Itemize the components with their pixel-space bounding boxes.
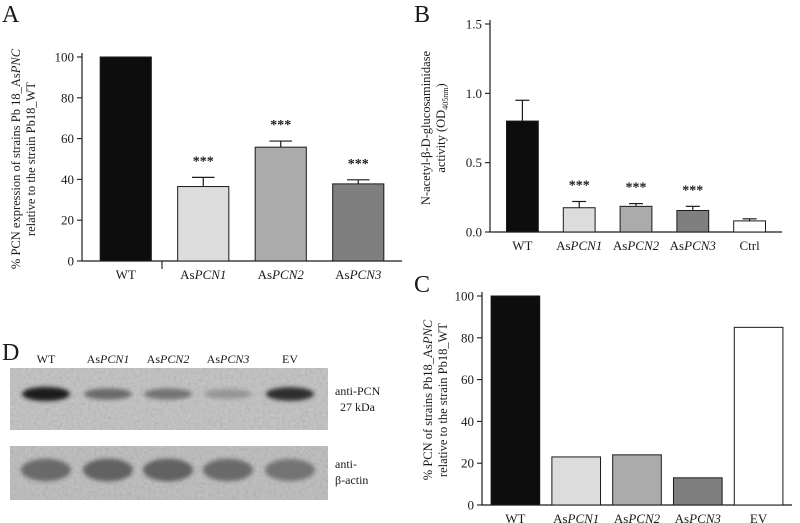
- significance-label: ***: [682, 183, 703, 198]
- pcn-band: [266, 387, 314, 401]
- x-tick-label: AsPCN3: [335, 267, 382, 282]
- bar-wt: [99, 56, 152, 262]
- y-tick-label: 20: [61, 213, 74, 228]
- blot-label-beta-actin: β-actin: [335, 473, 368, 487]
- bar-aspcn2: [254, 146, 307, 262]
- x-tick-label: AsPCN1: [553, 511, 599, 523]
- blot-lane-labels: WT AsPCN1 AsPCN2 AsPCN3 EV: [37, 352, 299, 366]
- actin-band: [143, 458, 193, 482]
- panel-letter-a: A: [2, 2, 20, 28]
- y-tick-label: 60: [461, 372, 474, 387]
- y-axis-label-line2: relative to the strain Pb18_WT: [24, 82, 38, 236]
- significance-label: ***: [569, 178, 590, 193]
- x-tick-label: WT: [116, 267, 136, 282]
- significance-label: ***: [348, 157, 369, 172]
- bar-aspcn1: [551, 456, 602, 506]
- y-tick-label: 20: [461, 456, 474, 471]
- blot-bands-actin: [21, 458, 315, 482]
- actin-band: [21, 458, 71, 482]
- actin-band: [265, 459, 315, 481]
- x-tick-label: AsPCN1: [180, 267, 226, 282]
- x-tick-label: WT: [512, 238, 532, 253]
- x-tick-label: AsPCN1: [556, 238, 602, 253]
- y-tick-label: 80: [61, 90, 74, 105]
- y-axis-label-line2: relative to the strain Pb18_WT: [436, 323, 450, 477]
- bar-aspcn2: [612, 454, 662, 506]
- chart-c: 0 20 40 60 80 100 WT AsPCN1 AsPCN2 AsPCN3 EV % PCN …: [421, 289, 792, 523]
- bar-ev: [733, 326, 784, 506]
- bar-aspcn3: [332, 183, 385, 262]
- significance-label: ***: [193, 154, 214, 169]
- y-tick-label: 40: [461, 414, 474, 429]
- bar-aspcn1: [177, 186, 230, 262]
- y-tick-label: 40: [61, 172, 74, 187]
- blot-lane-label: WT: [37, 352, 56, 366]
- y-tick-label: 80: [461, 330, 474, 345]
- chart-a: 0 20 40 60 80 100 WT *** AsPCN1 *** AsPCN2 *** AsPCN…: [9, 48, 402, 282]
- y-axis-label-line1: % PCN expression of strains Pb 18_AsPNC: [9, 48, 23, 269]
- y-axis-label-line1: N-acetyl-β-D-glucosaminidase: [419, 50, 433, 205]
- panel-letter-c: C: [414, 272, 430, 298]
- blot-label-anti: anti-: [335, 457, 357, 471]
- bar-wt: [490, 295, 541, 506]
- y-tick-label: 0.0: [466, 225, 482, 240]
- chart-b: 0.0 0.5 1.0 1.5 WT *** AsPCN1 *** AsPCN2 *** AsPCN…: [419, 17, 782, 253]
- panel-letter-d: D: [2, 340, 19, 366]
- x-tick-label: Ctrl: [739, 238, 760, 253]
- bar-aspcn1: [562, 207, 596, 233]
- y-tick-label: 0.5: [466, 155, 482, 170]
- blot-lane-label: AsPCN3: [207, 352, 250, 366]
- bar-ctrl: [733, 220, 767, 233]
- x-tick-label: AsPCN2: [614, 511, 661, 523]
- x-tick-label: AsPCN3: [675, 511, 722, 523]
- blot-lane-label: AsPCN2: [147, 352, 190, 366]
- pcn-band: [84, 388, 132, 400]
- x-tick-label: AsPCN2: [258, 267, 305, 282]
- y-tick-label: 100: [455, 289, 475, 304]
- y-axis-label-line1: % PCN of strains Pb18_AsPNC: [421, 319, 435, 480]
- blot-lane-label: EV: [282, 352, 298, 366]
- pcn-band: [22, 387, 70, 401]
- y-tick-label: 60: [61, 131, 74, 146]
- blot-label-anti-pcn: anti-PCN: [335, 384, 381, 398]
- western-blot: WT AsPCN1 AsPCN2 AsPCN3 EV anti-PCN 27 kDa a…: [10, 352, 381, 500]
- y-tick-label: 100: [55, 50, 75, 65]
- actin-band: [203, 458, 253, 482]
- x-tick-label: AsPCN2: [613, 238, 660, 253]
- blot-bands-pcn: [22, 387, 314, 401]
- pcn-band: [204, 389, 252, 399]
- blot-lane-label: AsPCN1: [87, 352, 130, 366]
- y-axis-label-line2: activity (OD405nm): [434, 83, 450, 172]
- actin-band: [83, 458, 133, 482]
- panel-letter-b: B: [414, 2, 430, 28]
- bar-aspcn3: [676, 210, 710, 233]
- bar-wt: [505, 120, 539, 233]
- significance-label: ***: [270, 118, 291, 133]
- significance-label: ***: [626, 181, 647, 196]
- y-tick-label: 0: [68, 254, 75, 269]
- y-tick-label: 1.0: [466, 86, 482, 101]
- y-tick-label: 1.5: [466, 17, 482, 32]
- bar-aspcn2: [619, 205, 653, 233]
- x-tick-label: EV: [750, 511, 768, 523]
- x-tick-label: WT: [505, 511, 525, 523]
- x-tick-label: AsPCN3: [670, 238, 717, 253]
- blot-label-27kda: 27 kDa: [340, 400, 376, 414]
- pcn-band: [144, 388, 192, 400]
- y-tick-label: 0: [468, 498, 475, 513]
- bar-aspcn3: [672, 477, 723, 506]
